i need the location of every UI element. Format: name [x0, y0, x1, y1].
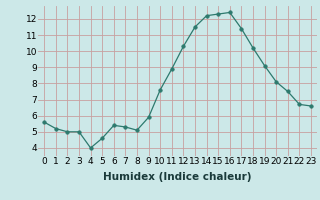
X-axis label: Humidex (Indice chaleur): Humidex (Indice chaleur): [103, 172, 252, 182]
